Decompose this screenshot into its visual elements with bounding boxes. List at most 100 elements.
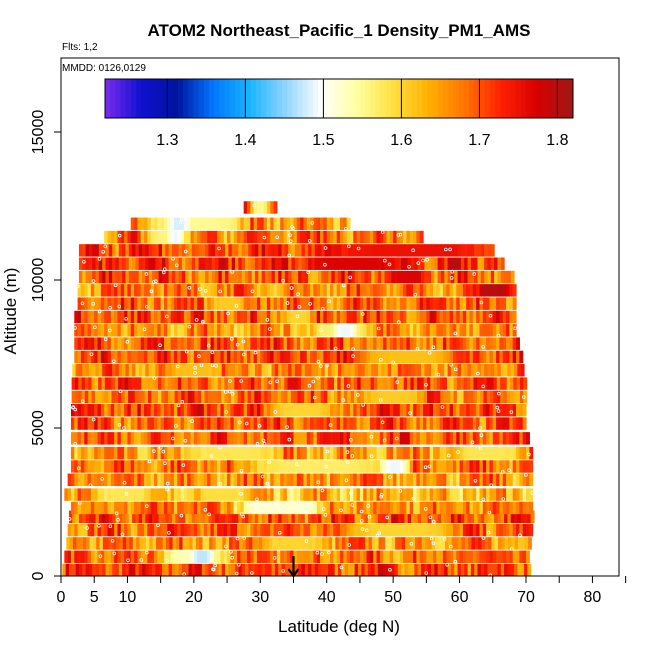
heatmap-cell <box>320 501 324 515</box>
heatmap-cell <box>220 488 225 501</box>
heatmap-cell <box>393 310 398 324</box>
heatmap-cell <box>502 337 507 350</box>
heatmap-cell <box>336 488 341 501</box>
heatmap-cell <box>373 488 378 501</box>
sample-point <box>425 257 429 262</box>
heatmap-cell <box>80 310 85 324</box>
heatmap-cell <box>325 537 330 550</box>
heatmap-cell <box>509 350 514 364</box>
heatmap-cell <box>207 310 212 324</box>
heatmap-cell <box>140 324 145 337</box>
heatmap-cell <box>397 257 402 270</box>
heatmap-cell <box>417 270 422 284</box>
heatmap-cell <box>406 404 411 417</box>
heatmap-cell <box>290 404 295 417</box>
heatmap-cell <box>440 257 445 270</box>
heatmap-cell <box>187 523 192 537</box>
heatmap-cell <box>150 310 155 324</box>
heatmap-cell <box>409 404 414 417</box>
heatmap-cell <box>341 510 346 524</box>
heatmap-cell <box>74 377 79 390</box>
sample-point <box>333 346 338 351</box>
heatmap-cell <box>81 377 86 390</box>
heatmap-cell <box>510 563 515 577</box>
heatmap-cell <box>464 270 469 284</box>
heatmap-cell <box>423 350 427 364</box>
heatmap-cell <box>357 563 362 577</box>
heatmap-cell <box>366 460 371 473</box>
heatmap-band <box>78 244 495 257</box>
heatmap-cell <box>389 523 394 537</box>
heatmap-cell <box>243 460 248 473</box>
heatmap-cell <box>72 563 77 577</box>
heatmap-cell <box>251 270 256 284</box>
heatmap-cell <box>217 217 222 230</box>
sample-point <box>78 500 82 505</box>
heatmap-cell <box>356 488 361 501</box>
sample-point <box>162 270 166 275</box>
sample-point <box>73 407 77 412</box>
heatmap-cell <box>97 523 102 537</box>
heatmap-cell <box>223 446 228 460</box>
heatmap-cell <box>136 537 140 550</box>
heatmap-cell <box>417 390 421 404</box>
heatmap-cell <box>338 257 342 270</box>
heatmap-cell <box>158 244 163 257</box>
heatmap-cell <box>500 364 505 377</box>
heatmap-cell <box>115 563 120 577</box>
heatmap-cell <box>217 523 222 537</box>
heatmap-cell <box>152 537 157 550</box>
heatmap-cell <box>499 297 504 310</box>
heatmap-cell <box>490 390 495 404</box>
heatmap-cell <box>197 350 202 364</box>
heatmap-cell <box>350 377 355 390</box>
heatmap-cell <box>197 230 202 244</box>
heatmap-cell <box>301 364 306 377</box>
heatmap-cell <box>283 404 288 417</box>
heatmap-cell <box>94 377 99 390</box>
heatmap-cell <box>248 244 253 257</box>
heatmap-cell <box>470 390 475 404</box>
heatmap-cell <box>163 284 168 297</box>
heatmap-cell <box>459 337 464 350</box>
heatmap-cell <box>442 473 447 487</box>
heatmap-cell <box>453 390 458 404</box>
heatmap-cell <box>373 310 378 324</box>
heatmap-cell <box>137 324 142 337</box>
heatmap-cell <box>266 201 271 214</box>
heatmap-cell <box>128 257 133 270</box>
heatmap-cell <box>231 377 235 390</box>
sample-point <box>154 279 158 284</box>
heatmap-cell <box>157 217 162 230</box>
heatmap-cell <box>469 417 474 430</box>
sample-point <box>296 292 300 297</box>
heatmap-cell <box>419 432 424 445</box>
heatmap-cell <box>161 257 166 270</box>
heatmap-cell <box>480 257 485 270</box>
heatmap-cell <box>237 350 241 364</box>
heatmap-cell <box>97 284 102 297</box>
heatmap-cell <box>426 350 431 364</box>
sample-point <box>110 538 115 543</box>
heatmap-cell <box>105 563 110 577</box>
heatmap-cell <box>454 563 459 577</box>
heatmap-cell <box>419 501 424 515</box>
heatmap-cell <box>397 510 402 524</box>
heatmap-cell <box>171 563 176 577</box>
heatmap-cell <box>316 417 321 430</box>
heatmap-cell <box>529 473 534 487</box>
heatmap-cell <box>444 510 449 524</box>
heatmap-cell <box>125 364 130 377</box>
heatmap-cell <box>130 446 135 460</box>
heatmap-cell <box>218 257 223 270</box>
heatmap-cell <box>456 523 461 537</box>
heatmap-cell <box>344 270 349 284</box>
heatmap-cell <box>251 563 256 577</box>
heatmap-cell <box>290 390 295 404</box>
colorbar-swatch <box>240 79 246 118</box>
heatmap-cell <box>117 446 122 460</box>
heatmap-cell <box>120 230 125 244</box>
colorbar-swatch <box>131 79 137 118</box>
colorbar-swatch <box>292 79 298 118</box>
heatmap-cell <box>217 324 222 337</box>
